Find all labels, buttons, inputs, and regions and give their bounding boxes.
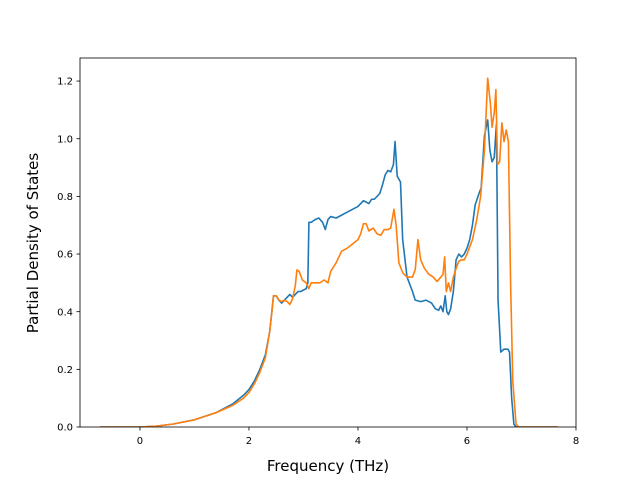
y-tick-label: 0.2 [57,365,73,376]
x-tick-label: 2 [246,436,252,447]
x-axis-title: Frequency (THz) [267,457,389,475]
plot-background [80,58,576,427]
series-layer [99,77,558,427]
x-tick-label: 0 [137,436,143,447]
x-tick-label: 6 [464,436,470,447]
axes-layer: 0 2 4 6 8 0.0 0.2 0.4 0.6 0.8 1.0 1.2 [57,57,579,447]
y-axis-title: Partial Density of States [24,153,42,334]
series-line-2 [99,77,558,427]
plot-area [80,58,576,427]
axes-frame [79,57,577,428]
x-tick-label: 8 [573,436,579,447]
y-tick-label: 0.6 [57,250,73,261]
y-tick-label: 0.0 [57,423,73,434]
y-tick-label: 1.2 [57,77,73,88]
y-tick-label: 0.8 [57,192,73,203]
y-tick-label: 1.0 [57,134,73,145]
y-tick-label: 0.4 [57,307,73,318]
x-tick-label: 4 [355,436,361,447]
